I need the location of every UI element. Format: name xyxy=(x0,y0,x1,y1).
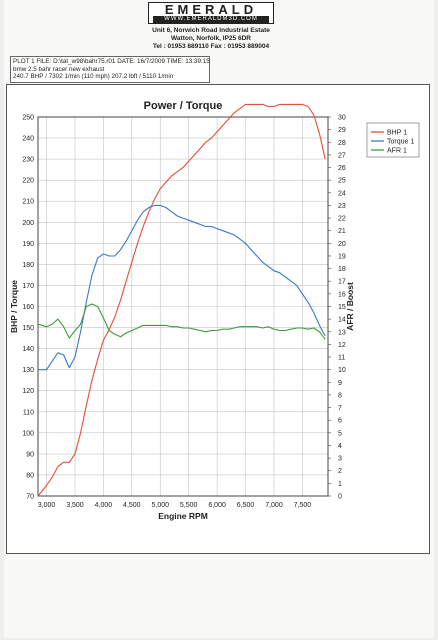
series-line-torque-1 xyxy=(38,204,326,371)
x-tick-label: 3,000 xyxy=(38,502,56,509)
logo-website: WWW.EMERALDM3D.COM xyxy=(153,16,269,23)
run-info-peaks: 240.7 BHP / 7302 1/min (110 mph) 207.2 l… xyxy=(13,73,174,80)
y-tick-label: 190 xyxy=(22,241,34,248)
y-tick-label: 240 xyxy=(22,136,34,143)
y2-tick-label: 11 xyxy=(338,355,345,362)
legend: BHP 1 Torque 1 AFR 1 xyxy=(366,122,420,158)
y2-tick-label: 3 xyxy=(338,456,342,463)
y-tick-label: 90 xyxy=(26,451,34,458)
x-tick-label: 6,000 xyxy=(208,502,226,509)
legend-item-label: BHP 1 xyxy=(387,130,407,137)
run-info-box: PLOT 1 FILE: D:\tat_w98\bahr75.r01 DATE:… xyxy=(10,56,210,83)
y2-tick-label: 17 xyxy=(338,279,346,286)
y2-tick-label: 19 xyxy=(338,253,346,260)
y2-tick-label: 22 xyxy=(338,216,346,223)
y-tick-label: 80 xyxy=(26,472,34,479)
x-tick-label: 4,500 xyxy=(123,502,141,509)
legend-box xyxy=(366,122,420,158)
run-info-file: PLOT 1 FILE: D:\tat_w98\bahr75.r01 DATE:… xyxy=(13,58,210,65)
y2-tick-label: 12 xyxy=(338,342,346,349)
y-tick-label: 220 xyxy=(22,178,34,185)
x-tick-label: 5,500 xyxy=(180,502,198,509)
x-tick-label: 5,000 xyxy=(151,502,169,509)
legend-item-label: AFR 1 xyxy=(387,148,407,155)
y2-tick-label: 15 xyxy=(338,304,346,311)
address-line-1: Unit 6, Norwich Road Industrial Estate xyxy=(152,27,270,34)
y-axis-label: BHP / Torque xyxy=(9,280,19,333)
y-tick-label: 140 xyxy=(22,346,34,353)
x-tick-label: 4,000 xyxy=(95,502,113,509)
y2-tick-label: 2 xyxy=(338,468,342,475)
y2-tick-label: 27 xyxy=(338,152,346,159)
address-line-2: Watton, Norfolk, IP25 6DR xyxy=(171,35,251,42)
y-tick-label: 100 xyxy=(22,430,34,437)
y-tick-label: 230 xyxy=(22,157,34,164)
y2-tick-label: 13 xyxy=(338,329,346,336)
y2-tick-label: 9 xyxy=(338,380,342,387)
y2-tick-label: 23 xyxy=(338,203,346,210)
chart-frame: 250 240 230 220 210 200 190 180 170 160 150 140 130 1… xyxy=(6,84,430,554)
y-tick-label: 130 xyxy=(22,367,34,374)
y2-tick-label: 0 xyxy=(338,494,342,501)
y2-tick-label: 14 xyxy=(338,317,346,324)
y2-tick-label: 5 xyxy=(338,430,342,437)
chart-title: Power / Torque xyxy=(144,100,223,112)
y2-tick-label: 24 xyxy=(338,190,346,197)
y-tick-label: 120 xyxy=(22,388,34,395)
y-tick-label: 170 xyxy=(22,283,34,290)
series-line-bhp-1 xyxy=(37,103,326,497)
emerald-logo: EMERALD WWW.EMERALDM3D.COM xyxy=(148,2,274,24)
y-tick-label: 70 xyxy=(26,494,34,501)
y-tick-label: 110 xyxy=(23,409,34,416)
x-axis-label: Engine RPM xyxy=(158,511,208,521)
y2-tick-label: 21 xyxy=(338,228,346,235)
y2-tick-label: 30 xyxy=(338,115,346,122)
y2-tick-label: 8 xyxy=(338,392,342,399)
y2-tick-label: 1 xyxy=(338,481,342,488)
x-tick-label: 3,500 xyxy=(66,502,84,509)
y-tick-label: 160 xyxy=(22,304,34,311)
y2-tick-label: 20 xyxy=(338,241,346,248)
y2-tick-label: 6 xyxy=(338,418,342,425)
legend-item-label: Torque 1 xyxy=(387,139,414,146)
x-tick-label: 7,500 xyxy=(294,502,312,509)
y2-tick-label: 25 xyxy=(338,178,346,185)
y2-tick-label: 29 xyxy=(338,127,346,134)
run-info-description: bmw 2.5 bahr racer new exhaust xyxy=(13,65,105,73)
y2-tick-label: 18 xyxy=(338,266,346,273)
y2-tick-label: 10 xyxy=(338,367,346,374)
y-tick-label: 250 xyxy=(22,115,34,122)
y2-tick-label: 16 xyxy=(338,291,346,298)
x-tick-label: 6,500 xyxy=(237,502,255,509)
y-tick-label: 200 xyxy=(22,220,34,227)
dyno-sheet: EMERALD WWW.EMERALDM3D.COM Unit 6, Norwi… xyxy=(4,0,434,638)
logo-brand: EMERALD xyxy=(164,2,258,17)
y2-tick-label: 4 xyxy=(338,443,342,450)
power-torque-chart: 2502402302202102001901801701601501401301… xyxy=(9,100,420,521)
y-tick-label: 180 xyxy=(22,262,34,269)
series-line-afr-1 xyxy=(37,303,326,340)
x-tick-label: 7,000 xyxy=(265,502,283,509)
y-tick-label: 210 xyxy=(22,199,34,206)
phone-line: Tel : 01953 889110 Fax : 01953 889004 xyxy=(152,43,270,50)
y-tick-label: 150 xyxy=(22,325,34,332)
plot-border xyxy=(37,116,329,497)
y2-axis-label: AFR / Boost xyxy=(345,282,355,331)
y2-tick-label: 28 xyxy=(338,140,346,147)
y2-tick-label: 26 xyxy=(338,165,346,172)
y2-tick-label: 7 xyxy=(338,405,342,412)
